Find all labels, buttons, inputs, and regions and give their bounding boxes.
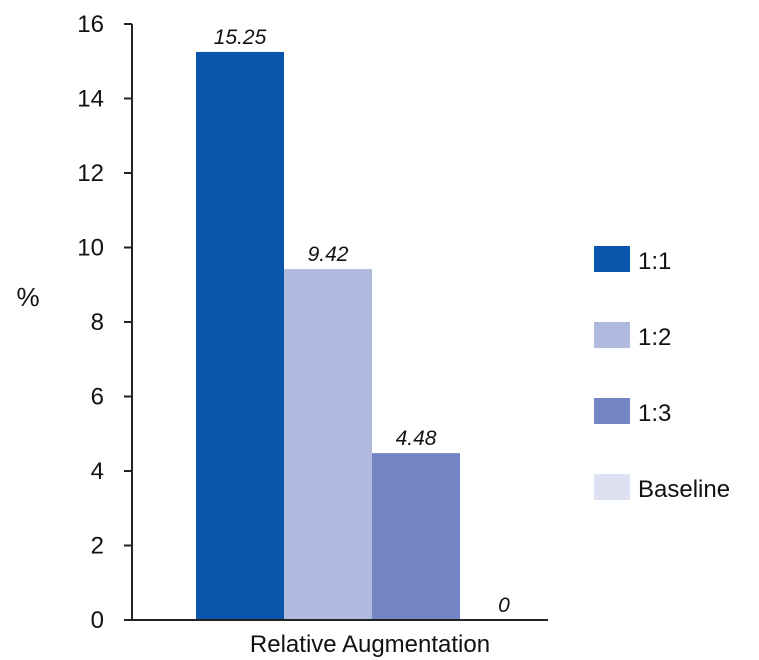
x-axis: Relative Augmentation bbox=[132, 619, 548, 658]
y-tick-label: 6 bbox=[91, 384, 104, 411]
legend: 1:1 1:2 1:3 Baseline bbox=[594, 246, 730, 503]
data-label: 0 bbox=[498, 594, 510, 617]
legend-swatch bbox=[594, 246, 630, 272]
data-label: 9.42 bbox=[308, 243, 349, 266]
legend-label: 1:1 bbox=[638, 248, 671, 275]
y-tick-label: 4 bbox=[91, 458, 104, 485]
y-tick-label: 2 bbox=[91, 533, 104, 560]
y-tick-label: 14 bbox=[77, 86, 104, 113]
legend-label: Baseline bbox=[638, 476, 730, 503]
y-tick-label: 12 bbox=[77, 160, 104, 187]
y-tick-label: 0 bbox=[91, 607, 104, 634]
data-label: 15.25 bbox=[214, 26, 267, 49]
y-tick-label: 8 bbox=[91, 309, 104, 336]
y-axis: 0 2 4 6 8 10 12 14 16 bbox=[77, 11, 133, 634]
data-label: 4.48 bbox=[396, 427, 437, 450]
legend-swatch bbox=[594, 322, 630, 348]
y-tick-label: 16 bbox=[77, 11, 104, 38]
legend-label: 1:3 bbox=[638, 400, 671, 427]
x-category-label: Relative Augmentation bbox=[250, 631, 490, 658]
legend-swatch bbox=[594, 474, 630, 500]
legend-label: 1:2 bbox=[638, 324, 671, 351]
y-axis-title: % bbox=[16, 282, 39, 312]
legend-swatch bbox=[594, 398, 630, 424]
y-tick-label: 10 bbox=[77, 235, 104, 262]
bar-1-1 bbox=[196, 51, 284, 620]
bar-1-2 bbox=[284, 269, 372, 620]
bars-group: 15.25 9.42 4.48 0 bbox=[196, 26, 510, 620]
bar-1-3 bbox=[372, 453, 460, 620]
